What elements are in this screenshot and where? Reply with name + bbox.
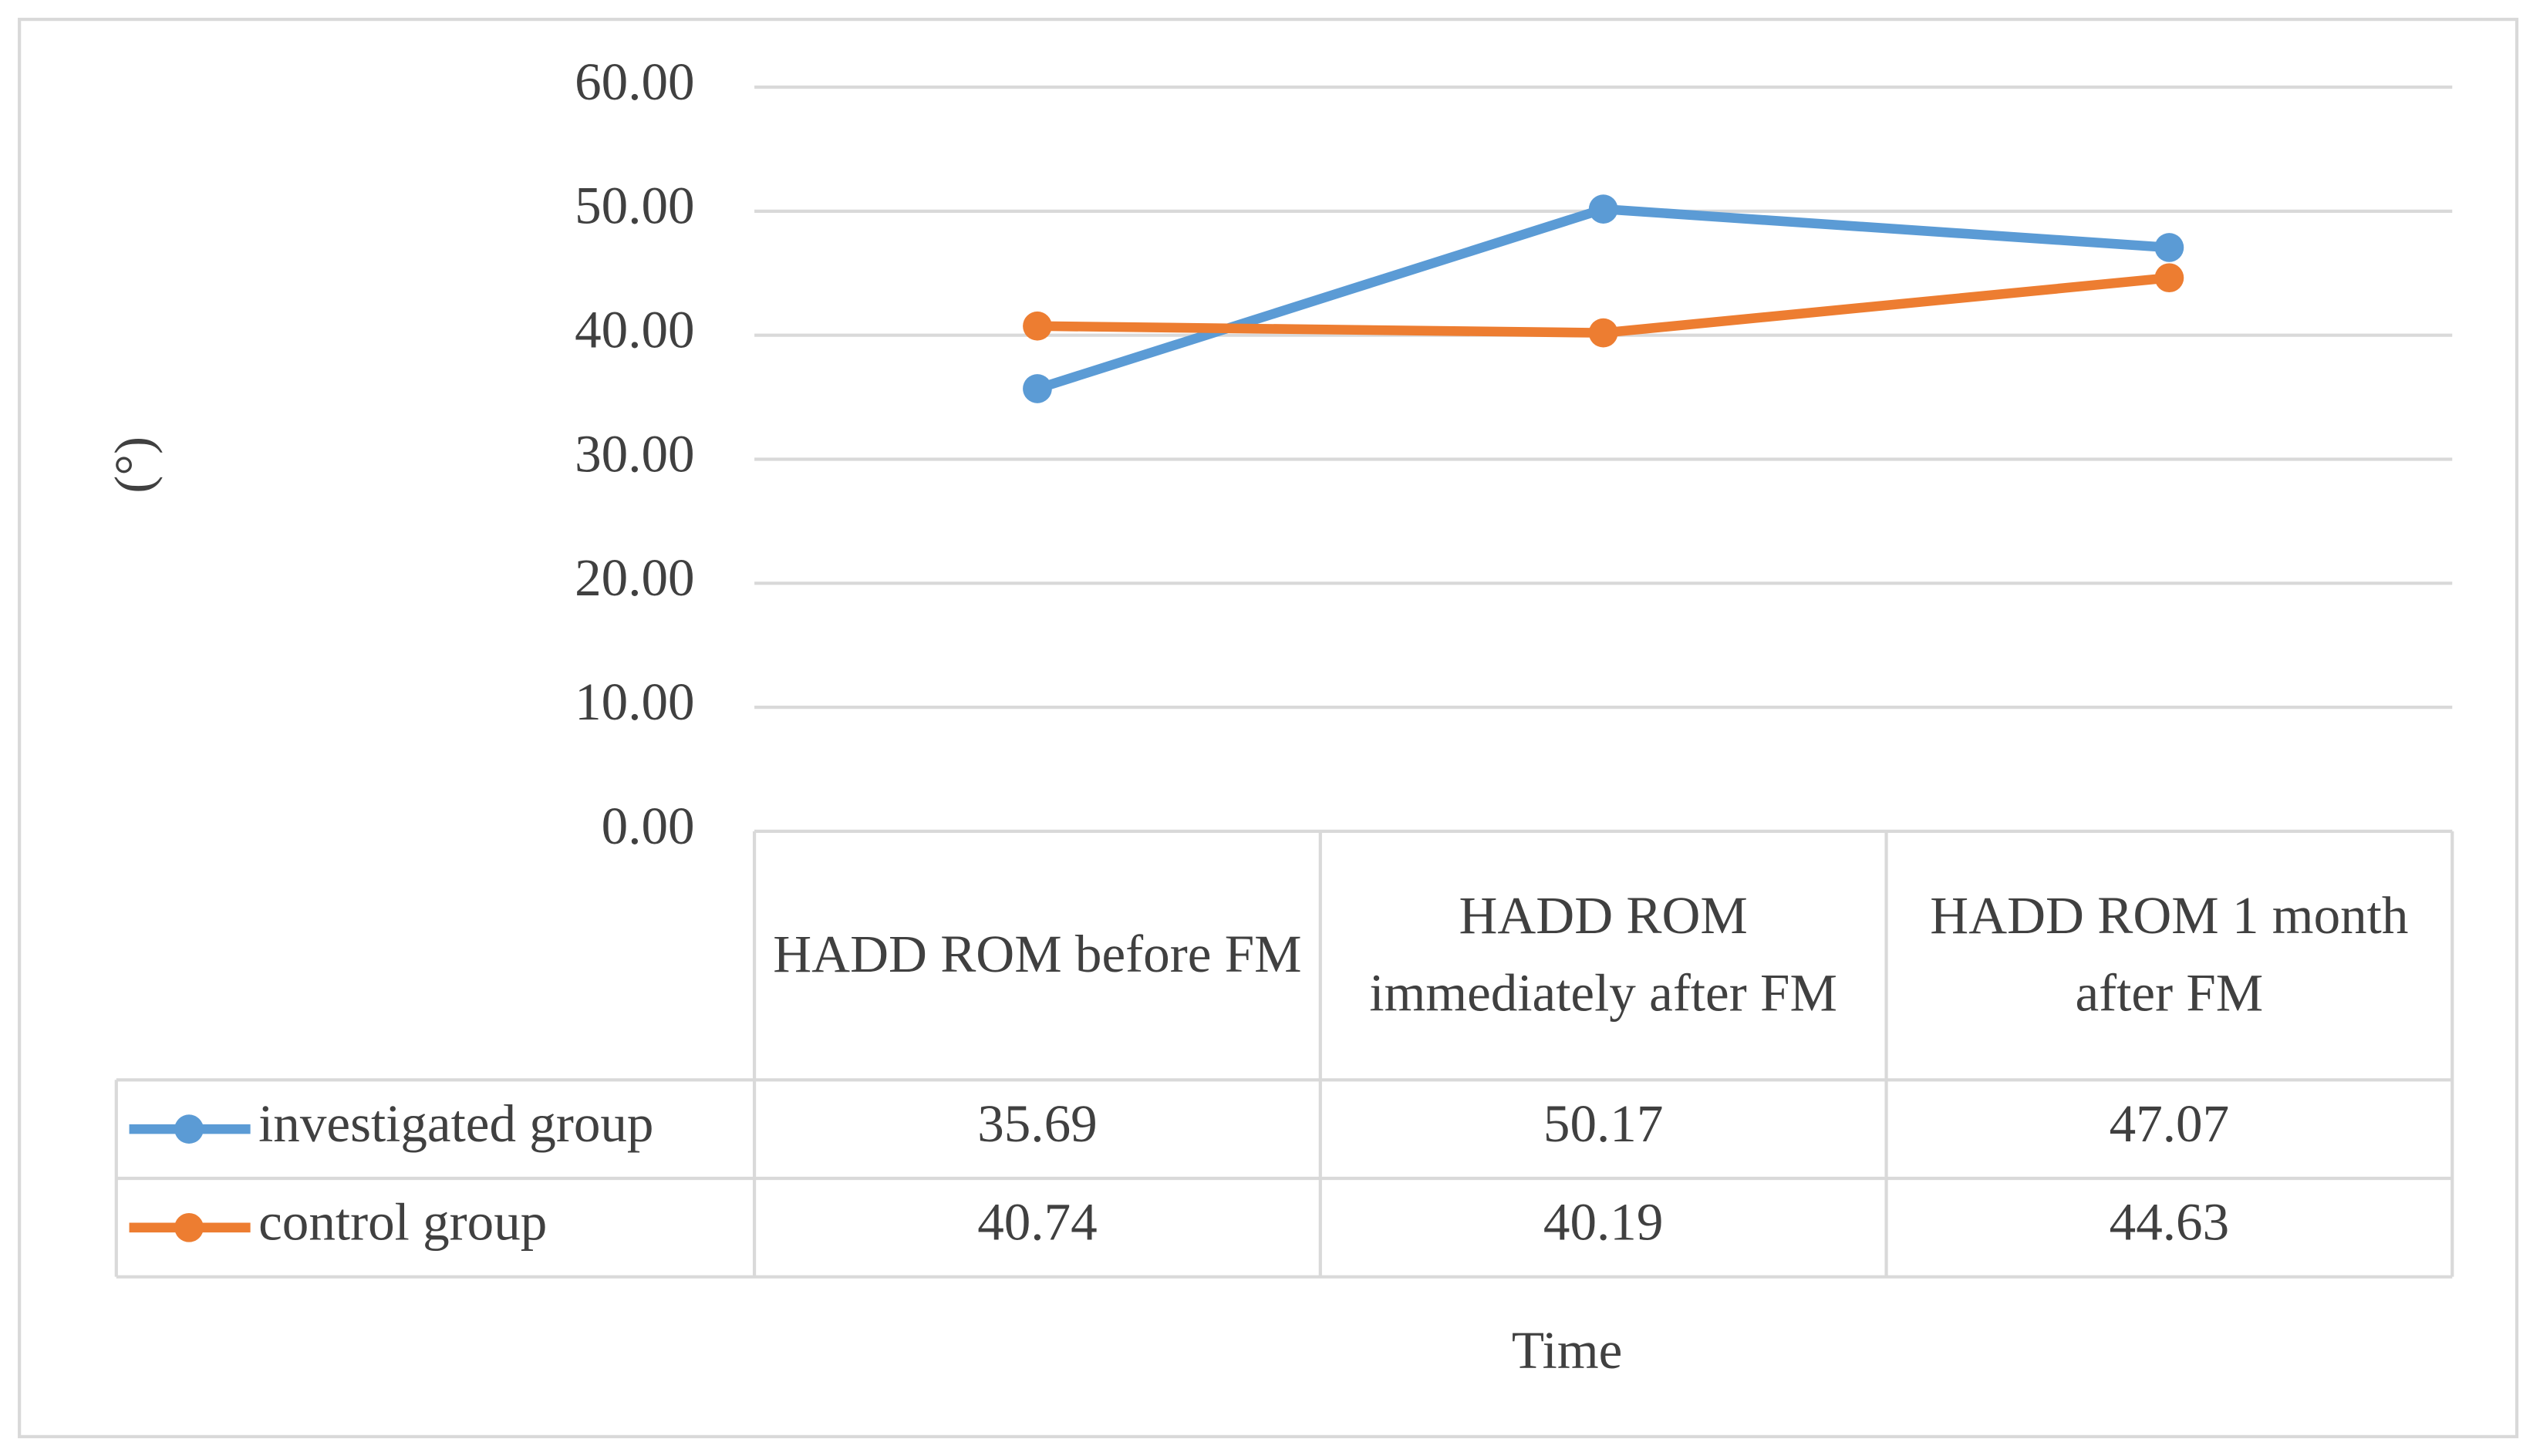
- x-tick-label: HADD ROM immediately after FM: [1369, 888, 1837, 1024]
- data-point: [1588, 318, 1618, 348]
- category-cell: HADD ROM before FM: [773, 926, 1302, 985]
- legend-label: control group: [258, 1192, 547, 1252]
- category-cell: HADD ROM immediately after FM: [1369, 888, 1837, 1024]
- y-tick-label: 60.00: [575, 52, 694, 111]
- y-tick-label: 10.00: [575, 672, 694, 731]
- x-tick-label: HADD ROM before FM: [773, 926, 1302, 985]
- data-point: [1023, 374, 1052, 403]
- y-tick-label: 40.00: [575, 300, 694, 359]
- table-value: 47.07: [2110, 1094, 2229, 1153]
- table-value: 40.19: [1543, 1192, 1663, 1252]
- table-value: 44.63: [2110, 1192, 2229, 1252]
- data-point: [1023, 311, 1052, 341]
- data-point: [2154, 263, 2184, 293]
- y-tick-label: 0.00: [602, 796, 695, 855]
- legend-marker: [174, 1114, 204, 1144]
- legend-label: investigated group: [258, 1094, 653, 1153]
- y-tick-label: 50.00: [575, 176, 694, 235]
- legend-marker: [174, 1212, 204, 1242]
- data-point: [2154, 233, 2184, 262]
- y-tick-label: 30.00: [575, 423, 694, 483]
- table-value: 35.69: [977, 1094, 1097, 1153]
- x-tick-label: HADD ROM 1 month after FM: [1930, 888, 2409, 1024]
- category-cell: HADD ROM 1 month after FM: [1930, 888, 2409, 1024]
- table-value: 40.74: [977, 1192, 1097, 1252]
- data-point: [1588, 194, 1618, 224]
- chart-border: [18, 18, 2519, 1438]
- table-value: 50.17: [1543, 1094, 1663, 1153]
- y-axis-label: (°): [103, 436, 163, 494]
- x-axis-label: Time: [1512, 1320, 1622, 1380]
- y-tick-label: 20.00: [575, 548, 694, 607]
